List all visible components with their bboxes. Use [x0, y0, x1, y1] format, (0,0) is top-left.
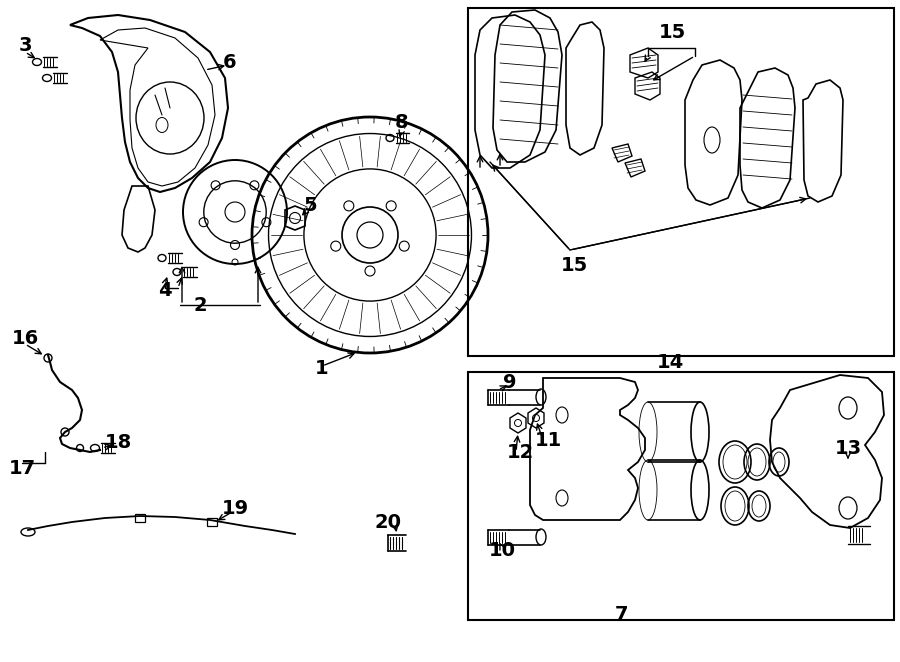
Text: 11: 11 [535, 430, 562, 449]
Text: 18: 18 [104, 432, 131, 451]
Text: 7: 7 [616, 604, 629, 624]
Bar [135, 514, 145, 522]
Text: 14: 14 [656, 352, 684, 371]
Text: 17: 17 [8, 459, 36, 477]
Text: 3: 3 [18, 36, 32, 54]
Text: 2: 2 [194, 295, 207, 314]
Text: 8: 8 [395, 113, 409, 132]
Text: 15: 15 [659, 23, 686, 42]
Text: 15: 15 [561, 256, 588, 275]
Text: 9: 9 [503, 373, 517, 391]
Text: 5: 5 [303, 195, 317, 214]
Text: 19: 19 [221, 498, 248, 518]
Bar [468, 372, 894, 620]
Text: 16: 16 [12, 328, 39, 348]
Text: 6: 6 [223, 52, 237, 71]
Text: 20: 20 [374, 512, 401, 532]
Text: 10: 10 [489, 540, 516, 559]
Text: 1: 1 [315, 359, 328, 377]
Text: 12: 12 [507, 442, 534, 461]
Bar [468, 8, 894, 356]
Text: 13: 13 [834, 438, 861, 457]
Text: 4: 4 [158, 281, 172, 299]
Bar [207, 518, 217, 526]
